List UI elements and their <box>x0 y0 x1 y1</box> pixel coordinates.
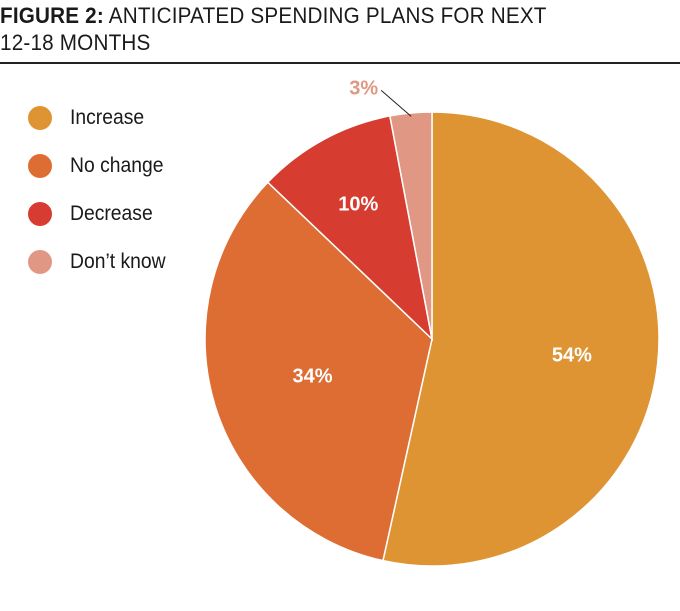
legend-swatch-decrease <box>28 202 52 226</box>
pie-slice-don-t-know <box>389 111 433 340</box>
data-label-decrease: 10% <box>338 193 378 215</box>
pie-slice-no-change <box>204 181 433 562</box>
title-divider <box>0 62 680 64</box>
figure-number: FIGURE 2: <box>0 3 104 28</box>
title-line-2: 12-18 MONTHS <box>0 30 151 55</box>
data-label-no-change: 34% <box>293 365 333 387</box>
legend-label-dont-know: Don’t know <box>70 250 166 273</box>
data-label-increase: 54% <box>552 344 592 366</box>
legend-item-no-change: No change <box>28 142 174 190</box>
legend-item-decrease: Decrease <box>28 190 174 238</box>
legend-label-decrease: Decrease <box>70 202 153 225</box>
leader-line-don-t-know <box>380 89 412 117</box>
legend: Increase No change Decrease Don’t know <box>28 94 174 286</box>
title-line-1: FIGURE 2: ANTICIPATED SPENDING PLANS FOR… <box>0 2 639 29</box>
legend-swatch-dont-know <box>28 250 52 274</box>
title-text-1: ANTICIPATED SPENDING PLANS FOR NEXT <box>108 3 547 28</box>
legend-swatch-increase <box>28 106 52 130</box>
data-label-don-t-know: 3% <box>349 77 378 99</box>
legend-item-increase: Increase <box>28 94 174 142</box>
figure-title: FIGURE 2: ANTICIPATED SPENDING PLANS FOR… <box>0 2 680 56</box>
legend-label-no-change: No change <box>70 154 164 177</box>
pie-slice-decrease <box>266 115 434 342</box>
legend-item-dont-know: Don’t know <box>28 238 174 286</box>
legend-label-increase: Increase <box>70 106 145 129</box>
legend-swatch-no-change <box>28 154 52 178</box>
pie-slice-increase <box>382 111 660 567</box>
